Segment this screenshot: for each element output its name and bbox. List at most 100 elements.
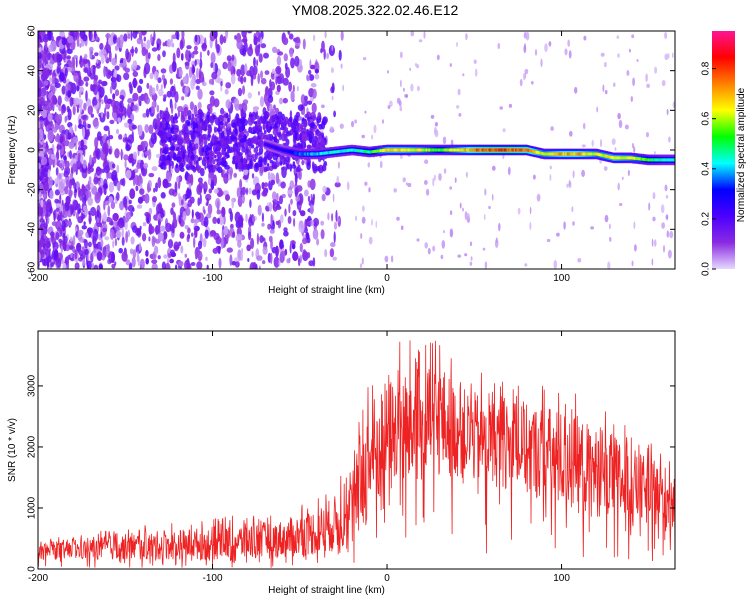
heatmap-cell	[240, 157, 244, 163]
heatmap-cell	[94, 52, 99, 57]
heatmap-cell	[78, 90, 82, 99]
heatmap-cell	[600, 139, 602, 148]
heatmap-cell	[66, 55, 71, 60]
heatmap-cell	[443, 168, 447, 174]
heatmap-cell	[238, 103, 243, 111]
heatmap-cell	[185, 188, 192, 199]
heatmap-cell	[293, 132, 298, 139]
heatmap-cell	[184, 137, 191, 142]
heatmap-cell	[330, 67, 334, 74]
heatmap-cell	[197, 101, 202, 110]
heatmap-cell	[275, 65, 282, 75]
heatmap-cell	[79, 43, 82, 48]
heatmap-cell	[191, 133, 195, 140]
heatmap-cell	[157, 255, 161, 260]
heatmap-cell	[212, 159, 216, 165]
heatmap-cell	[389, 100, 393, 107]
heatmap-cell	[166, 131, 172, 138]
heatmap-cell	[164, 110, 170, 120]
heatmap-cell	[81, 225, 88, 230]
heatmap-cell	[112, 104, 118, 113]
heatmap-cell	[128, 81, 132, 89]
heatmap-cell	[93, 31, 97, 39]
heatmap-cell	[136, 250, 139, 263]
heatmap-cell	[207, 127, 211, 133]
heatmap-cell	[664, 31, 668, 40]
heatmap-cell	[307, 195, 311, 202]
heatmap-cell	[249, 43, 253, 51]
heatmap-cell	[116, 192, 120, 201]
heatmap-cell	[151, 47, 158, 52]
heatmap-cell	[255, 162, 258, 171]
heatmap-cell	[250, 74, 254, 87]
heatmap-cell	[177, 139, 180, 146]
heatmap-cell	[308, 200, 315, 207]
heatmap-cell	[227, 144, 231, 154]
heatmap-cell	[425, 188, 430, 196]
heatmap-cell	[262, 123, 267, 130]
heatmap-cell	[116, 74, 122, 83]
heatmap-cell	[136, 204, 143, 209]
heatmap-cell	[187, 199, 193, 208]
heatmap-cell	[41, 31, 45, 36]
heatmap-cell	[308, 74, 315, 81]
heatmap-cell	[144, 124, 149, 133]
heatmap-cell	[88, 176, 92, 185]
heatmap-cell	[190, 60, 196, 67]
heatmap-cell	[151, 259, 158, 264]
heatmap-cell	[151, 263, 158, 269]
heatmap-cell	[668, 136, 671, 143]
heatmap-cell	[228, 113, 231, 122]
heatmap-cell	[299, 196, 302, 209]
heatmap-cell	[51, 75, 56, 85]
heatmap-cell	[65, 195, 71, 205]
heatmap-cell	[109, 85, 113, 95]
heatmap-cell	[171, 42, 175, 48]
heatmap-cell	[100, 49, 107, 56]
heatmap-cell	[83, 53, 88, 60]
heatmap-cell	[156, 83, 159, 92]
heatmap-cell	[303, 120, 308, 127]
heatmap-cell	[262, 246, 268, 255]
heatmap-cell	[198, 240, 203, 250]
heatmap-cell	[646, 132, 649, 138]
heatmap-cell	[666, 108, 669, 116]
heatmap-cell	[295, 111, 301, 118]
heatmap-cell	[264, 86, 269, 96]
y-tick-label: 2000	[27, 435, 38, 458]
heatmap-cell	[118, 112, 124, 118]
heatmap-cell	[310, 64, 316, 70]
heatmap-cell	[327, 212, 330, 221]
heatmap-cell	[43, 134, 47, 140]
heatmap-cell	[70, 83, 74, 94]
heatmap-cell	[82, 126, 86, 139]
heatmap-cell	[364, 181, 368, 186]
heatmap-cell	[240, 137, 247, 143]
heatmap-cell	[160, 84, 163, 90]
heatmap-cell	[209, 118, 215, 124]
heatmap-cell	[277, 51, 284, 56]
heatmap-cell	[204, 229, 209, 239]
heatmap-cell	[81, 114, 87, 120]
heatmap-cell	[284, 208, 287, 217]
heatmap-cell	[47, 216, 50, 224]
heatmap-cell	[664, 53, 669, 61]
heatmap-cell	[158, 88, 164, 97]
heatmap-cell	[300, 94, 306, 105]
heatmap-cell	[61, 108, 64, 116]
heatmap-cell	[83, 221, 86, 226]
heatmap-cell	[199, 135, 202, 145]
heatmap-cell	[289, 47, 294, 58]
heatmap-cell	[379, 160, 383, 169]
heatmap-cell	[259, 96, 265, 107]
heatmap-cell	[259, 118, 262, 125]
heatmap-cell	[387, 70, 389, 74]
heatmap-cell	[257, 136, 262, 140]
heatmap-cell	[79, 194, 82, 201]
heatmap-cell	[131, 64, 134, 72]
heatmap-cell	[80, 139, 85, 147]
heatmap-cell	[54, 198, 59, 204]
heatmap-cell	[264, 134, 271, 138]
heatmap-cell	[262, 260, 266, 265]
heatmap-cell	[301, 159, 305, 166]
